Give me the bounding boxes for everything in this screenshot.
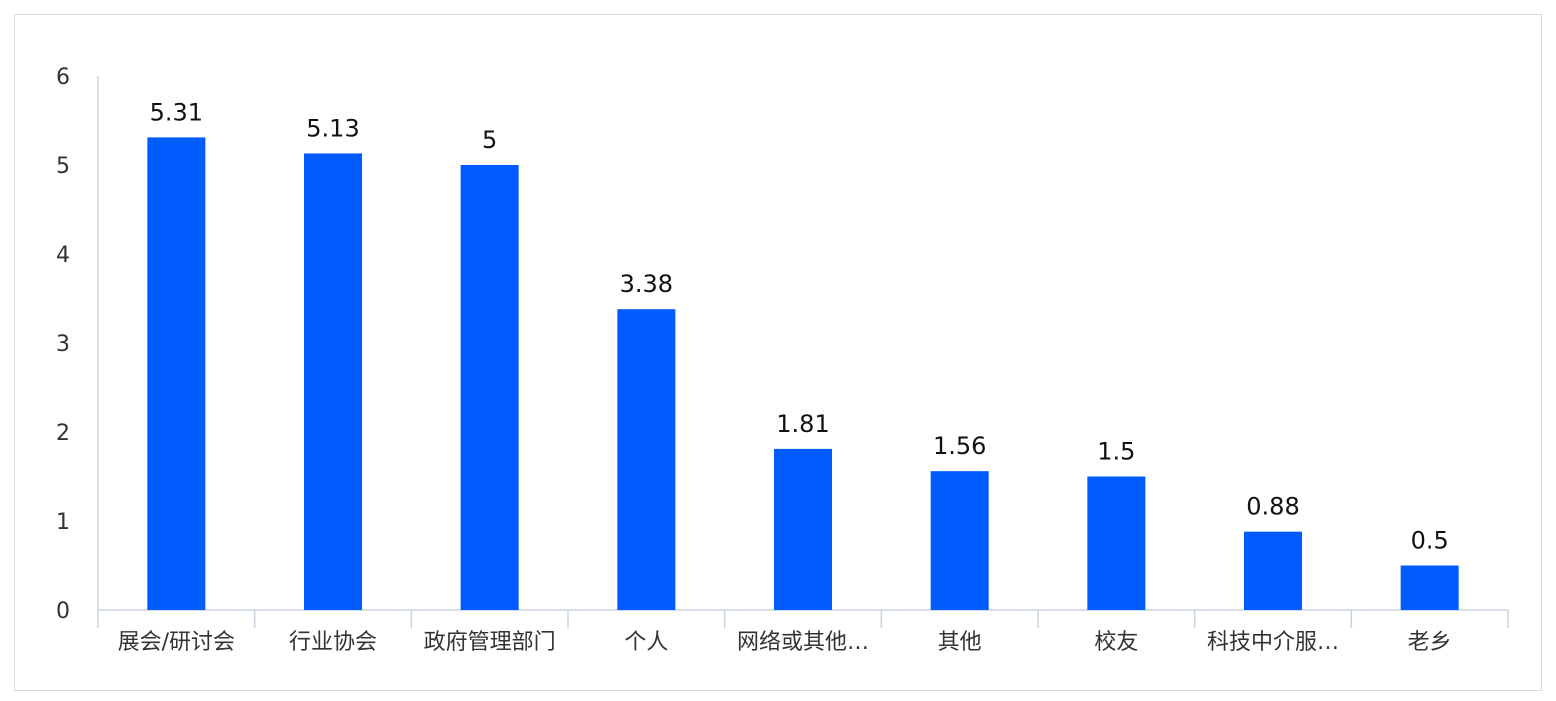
data-label: 5.13 xyxy=(306,114,359,142)
bar xyxy=(1087,476,1146,610)
category-label: 展会/研讨会 xyxy=(118,630,235,655)
bar xyxy=(1400,565,1459,610)
category-label: 政府管理部门 xyxy=(424,630,556,655)
y-tick-label: 1 xyxy=(56,510,70,535)
data-label: 5 xyxy=(482,126,497,154)
y-tick-label: 4 xyxy=(56,243,70,268)
y-tick-label: 3 xyxy=(56,332,70,357)
category-label: 校友 xyxy=(1094,630,1138,655)
bar xyxy=(460,165,519,610)
category-labels: 展会/研讨会 行业协会 政府管理部门 个人 网络或其他… 其他 校友 科技中介服… 老乡 xyxy=(118,630,1452,655)
y-tick-label: 5 xyxy=(56,154,70,179)
category-label: 个人 xyxy=(624,630,668,655)
category-label: 老乡 xyxy=(1408,630,1452,655)
category-label: 网络或其他… xyxy=(737,630,869,655)
y-tick-label: 2 xyxy=(56,421,70,446)
data-label: 1.56 xyxy=(933,432,986,460)
data-label: 3.38 xyxy=(620,270,673,298)
y-tick-label: 0 xyxy=(56,599,70,624)
bar xyxy=(304,153,362,610)
bars xyxy=(147,137,1459,610)
data-label: 1.5 xyxy=(1097,438,1135,466)
bar xyxy=(1244,531,1302,610)
bar xyxy=(617,309,676,610)
data-label: 0.88 xyxy=(1246,493,1299,521)
x-axis xyxy=(97,609,1509,628)
category-label: 其他 xyxy=(938,630,982,655)
data-labels: 5.31 5.13 5 3.38 1.81 1.56 1.5 0.88 0.5 xyxy=(150,98,1449,554)
data-label: 1.81 xyxy=(776,410,829,438)
data-label: 0.5 xyxy=(1411,527,1449,555)
bar xyxy=(147,137,206,610)
y-tick-label: 6 xyxy=(56,65,70,90)
bar xyxy=(930,471,989,610)
data-label: 5.31 xyxy=(150,98,203,126)
category-label: 科技中介服… xyxy=(1207,630,1339,655)
y-axis: 0 1 2 3 4 5 6 xyxy=(56,65,99,624)
category-label: 行业协会 xyxy=(289,630,377,655)
bar xyxy=(774,448,832,610)
